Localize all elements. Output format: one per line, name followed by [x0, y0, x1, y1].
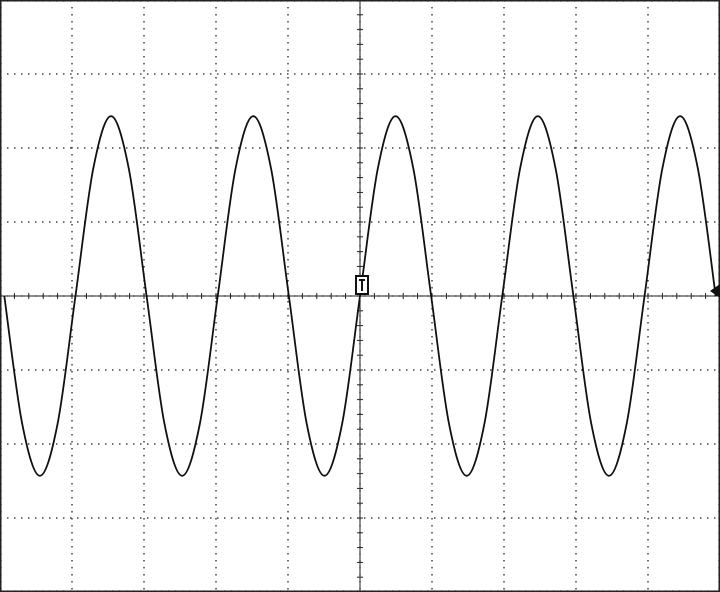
oscilloscope-screen	[0, 0, 720, 592]
page: (() => { const data = JSON.parse(documen…	[0, 0, 720, 592]
